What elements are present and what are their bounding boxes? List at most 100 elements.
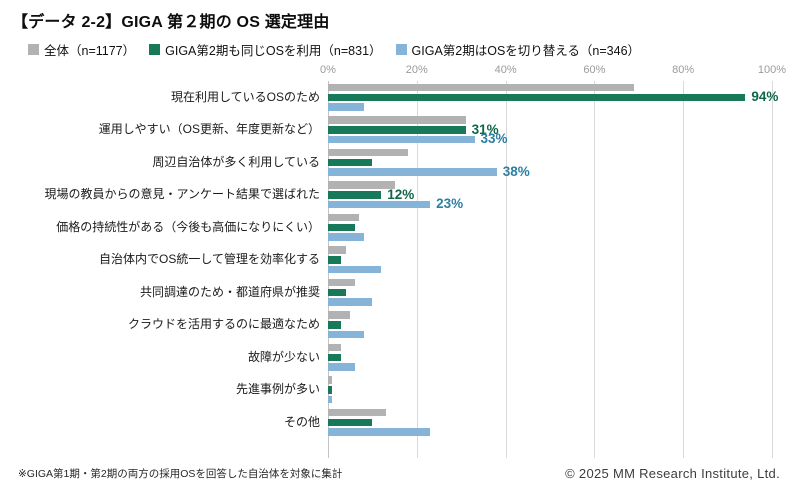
bar-rows: 94% 31% 33% 38% 12% 23%	[328, 81, 778, 439]
bar-line	[328, 83, 772, 92]
bar-line	[328, 181, 772, 189]
category-label: 運用しやすい（OS更新、年度更新など）	[98, 122, 320, 137]
gridline	[772, 81, 773, 458]
bar	[328, 246, 346, 254]
bar	[328, 321, 342, 329]
axis-tick-label: 20%	[405, 64, 428, 76]
bar-line	[328, 265, 772, 274]
bar-line	[328, 363, 772, 371]
x-axis: 0% 20% 40% 60% 80% 100%	[320, 63, 786, 81]
bar-group	[328, 309, 772, 342]
legend-swatch-switch-os	[395, 44, 407, 55]
bar	[328, 103, 364, 111]
bar-group	[328, 406, 772, 439]
footnote: ※GIGA第1期・第2期の両方の採用OSを回答した自治体を対象に集計	[18, 468, 343, 480]
bar-line	[328, 321, 772, 329]
gridline	[594, 81, 596, 458]
category-labels: 現在利用しているOSのため 運用しやすい（OS更新、年度更新など） 周辺自治体が多く…	[10, 81, 328, 462]
bar-chart: 0% 20% 40% 60% 80% 100% 現在利用しているOSのため 運用しやすい（O…	[10, 63, 786, 462]
bar	[328, 395, 333, 404]
legend-item-all: 全体（n=1177）	[28, 40, 135, 59]
category-label: クラウドを活用するのに最適なため	[127, 317, 320, 332]
axis-tick-label: 0%	[320, 64, 336, 76]
category-label: 現在利用しているOSのため	[171, 89, 320, 104]
bar	[328, 93, 746, 101]
bar	[328, 408, 386, 417]
bar	[328, 278, 355, 287]
page-title: 【データ 2-2】GIGA 第２期の OS 選定理由	[12, 14, 330, 31]
bar-line	[328, 330, 772, 339]
plot-area: 94% 31% 33% 38% 12% 23%	[328, 81, 778, 462]
value-label: 33%	[480, 131, 508, 147]
bar	[328, 135, 475, 144]
bar-line	[328, 278, 772, 287]
chart-legend: 全体（n=1177） GIGA第2期も同じOSを利用（n=831） GIGA第2…	[28, 40, 784, 59]
bar-group	[328, 276, 772, 309]
bar-group	[328, 244, 772, 277]
bar-line	[328, 408, 772, 417]
legend-swatch-same-os	[149, 44, 161, 55]
bar-line	[328, 288, 772, 296]
gridline	[505, 81, 507, 458]
value-label: 31%	[471, 121, 499, 137]
bar-line	[328, 233, 772, 241]
bar-group: 38%	[328, 146, 772, 179]
bar-group: 31% 33%	[328, 114, 772, 146]
category-label: その他	[283, 414, 320, 429]
bar	[328, 126, 466, 134]
bar-line	[328, 256, 772, 264]
bar-line: 94%	[328, 89, 778, 104]
bar-group: 94%	[328, 81, 778, 114]
legend-label: GIGA第2期も同じOSを利用（n=831）	[165, 44, 382, 58]
bar-group	[328, 341, 772, 374]
legend-item-switch-os: GIGA第2期はOSを切り替える（n=346）	[395, 40, 640, 59]
axis-tick-label: 100%	[757, 64, 787, 76]
bar-line	[328, 428, 772, 436]
bar-line	[328, 246, 772, 254]
bar-line: 23%	[328, 196, 772, 211]
bar	[328, 376, 333, 384]
axis-tick-label: 60%	[583, 64, 606, 76]
bar-line	[328, 395, 772, 404]
legend-item-same-os: GIGA第2期も同じOSを利用（n=831）	[149, 40, 382, 59]
bar-line	[328, 418, 772, 426]
bar	[328, 311, 351, 319]
bar-group: 12% 23%	[328, 179, 772, 211]
bar-line	[328, 376, 772, 384]
bar	[328, 298, 373, 306]
bar-line: 12%	[328, 187, 772, 202]
category-label: 現場の教員からの意見・アンケート結果で選ばれた	[44, 187, 320, 202]
gridline	[416, 81, 418, 458]
gridline	[683, 81, 685, 458]
bar-line: 33%	[328, 131, 772, 146]
value-label: 38%	[502, 163, 530, 179]
bar	[328, 233, 364, 241]
bar	[328, 116, 466, 124]
bar	[328, 288, 346, 296]
bar-line	[328, 298, 772, 306]
bar-line	[328, 148, 772, 157]
bar-line	[328, 116, 772, 124]
category-label: 自治体内でOS統一して管理を効率化する	[99, 252, 320, 267]
bar-line	[328, 353, 772, 361]
bar	[328, 191, 382, 199]
value-label: 23%	[436, 196, 464, 212]
category-label: 価格の持続性がある（今後も高価になりにくい）	[56, 219, 320, 234]
chart-body: 現在利用しているOSのため 運用しやすい（OS更新、年度更新など） 周辺自治体が多く…	[10, 81, 784, 462]
bar	[328, 158, 373, 166]
bar	[328, 330, 364, 339]
bar-group	[328, 374, 772, 407]
category-label: 共同調達のため・都道府県が推奨	[139, 284, 320, 299]
bar	[328, 265, 382, 274]
bar	[328, 181, 395, 189]
category-label: 先進事例が多い	[235, 382, 320, 397]
bar-line	[328, 213, 772, 222]
bar-line	[328, 311, 772, 319]
axis-tick-label: 40%	[494, 64, 517, 76]
bar	[328, 168, 497, 176]
copyright: © 2025 MM Research Institute, Ltd.	[565, 466, 780, 481]
bar-group	[328, 211, 772, 244]
footer: ※GIGA第1期・第2期の両方の採用OSを回答した自治体を対象に集計 © 202…	[10, 466, 784, 483]
bar-line	[328, 343, 772, 352]
